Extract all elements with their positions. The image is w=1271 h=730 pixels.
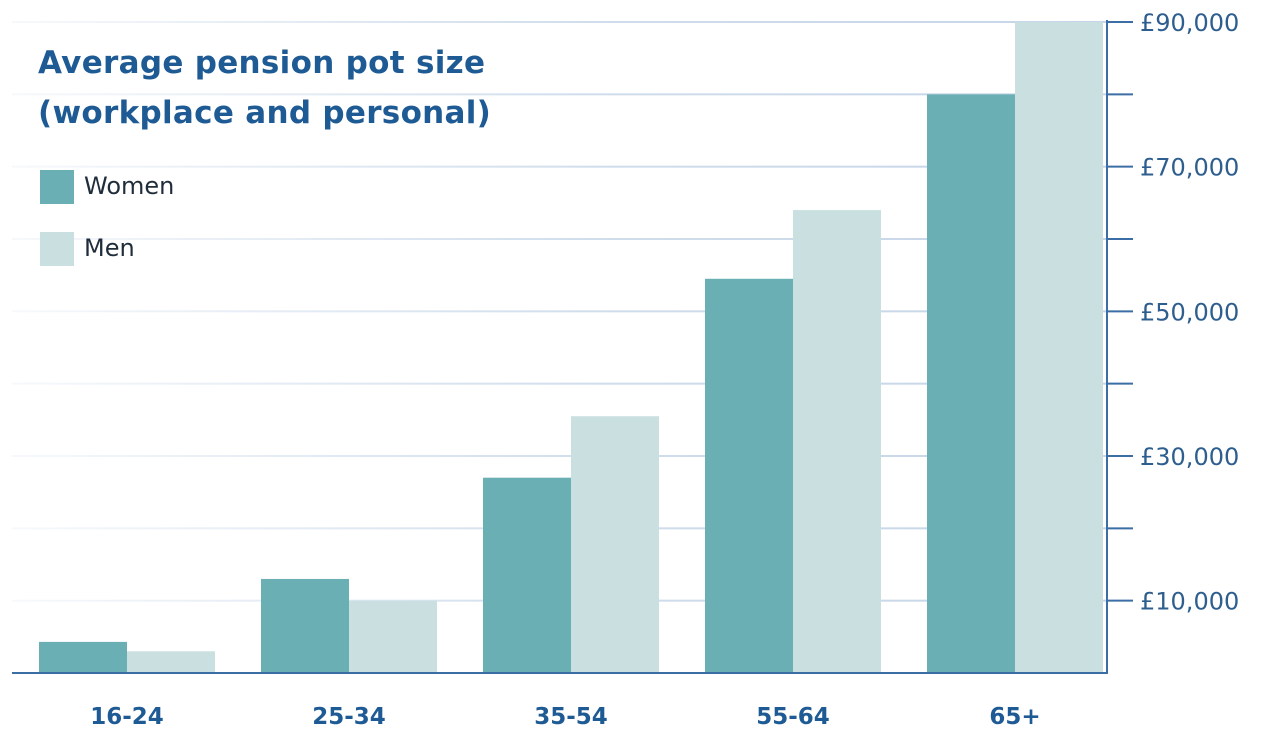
grid-line [12, 382, 1107, 385]
legend-swatch-men [40, 232, 74, 266]
x-category-label: 55-64 [756, 704, 830, 730]
y-tick-label: £70,000 [1140, 154, 1239, 182]
bar-men-35-54 [571, 416, 659, 673]
y-tick-label: £30,000 [1140, 443, 1239, 471]
legend-label-women: Women [84, 172, 175, 200]
x-category-label: 16-24 [90, 704, 164, 730]
grid-line [12, 455, 1107, 457]
grid-line [12, 165, 1107, 168]
legend-label-men: Men [84, 234, 135, 262]
grid-line [12, 21, 1107, 23]
bar-women-65plus [927, 94, 1015, 674]
bar-men-65plus [1015, 22, 1103, 673]
y-tick-label: £10,000 [1140, 588, 1239, 616]
bar-women-25-34 [261, 578, 349, 673]
y-tick-label: £90,000 [1140, 9, 1239, 37]
bar-women-16-24 [39, 641, 127, 673]
grid-line [12, 310, 1107, 313]
chart-title-block: Average pension pot size (workplace and … [38, 38, 491, 138]
bar-women-55-64 [705, 278, 793, 673]
grid-line [12, 238, 1107, 240]
x-category-label: 65+ [989, 704, 1040, 730]
chart-title: Average pension pot size [38, 45, 486, 81]
bar-men-25-34 [349, 600, 437, 673]
chart-subtitle: (workplace and personal) [38, 95, 492, 131]
bar-women-35-54 [483, 477, 571, 673]
x-category-label: 25-34 [312, 704, 386, 730]
bar-men-55-64 [793, 210, 881, 674]
x-category-label: 35-54 [534, 704, 608, 730]
y-tick-label: £50,000 [1140, 298, 1239, 326]
bar-men-16-24 [127, 651, 215, 673]
legend-swatch-women [40, 170, 74, 204]
grid-line [12, 93, 1107, 96]
